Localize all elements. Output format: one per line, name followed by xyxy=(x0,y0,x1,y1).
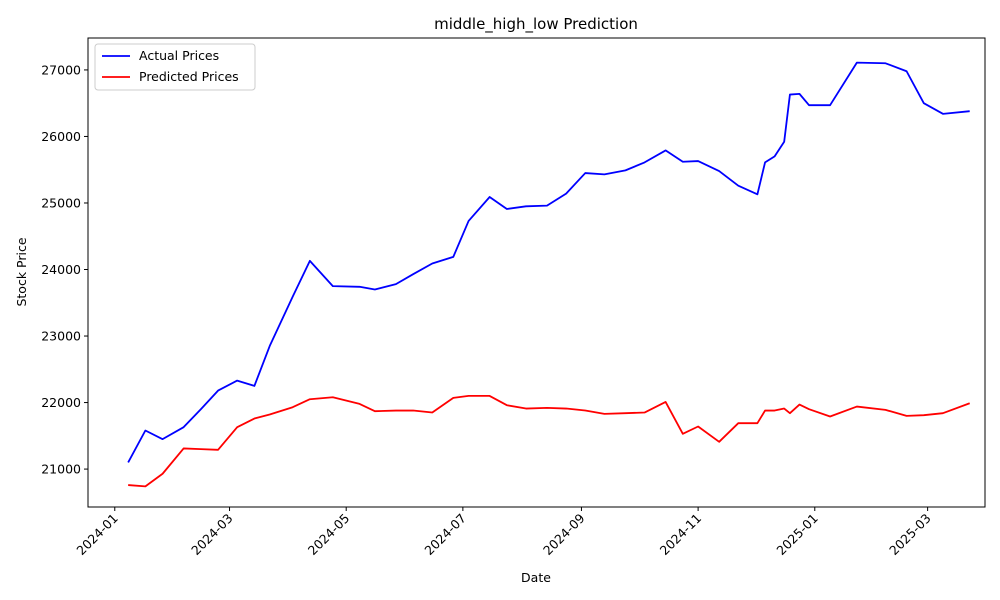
x-axis-label: Date xyxy=(521,570,551,585)
y-tick-label: 25000 xyxy=(41,195,81,210)
plot-frame xyxy=(87,37,986,508)
y-tick-label: 23000 xyxy=(41,329,81,344)
x-tick-label: 2024-05 xyxy=(305,511,353,559)
y-axis-label: Stock Price xyxy=(14,237,29,306)
x-tick-label: 2025-01 xyxy=(773,511,821,559)
legend-frame xyxy=(94,43,256,91)
chart-title: middle_high_low Prediction xyxy=(434,15,638,34)
y-tick-label: 26000 xyxy=(41,129,81,144)
y-tick-label: 21000 xyxy=(41,462,81,477)
y-tick-label: 22000 xyxy=(41,395,81,410)
x-axis: 2024-01 2024-03 2024-05 2024-07 2024-09 2024-… xyxy=(73,507,934,559)
legend-label-predicted-prices: Predicted Prices xyxy=(139,69,239,84)
legend: Actual Prices Predicted Prices xyxy=(94,43,256,91)
x-tick-label: 2024-07 xyxy=(421,511,469,559)
y-tick-label: 24000 xyxy=(41,262,81,277)
plot-area xyxy=(87,37,986,508)
x-tick-label: 2024-11 xyxy=(657,511,705,559)
series-line-predicted-prices xyxy=(128,394,971,488)
x-tick-label: 2024-09 xyxy=(540,510,588,558)
series-line-actual-prices xyxy=(127,61,970,463)
x-tick-label: 2024-03 xyxy=(188,511,236,559)
series-layer xyxy=(127,61,971,488)
x-tick-label: 2025-03 xyxy=(886,511,934,559)
x-tick-label: 2024-01 xyxy=(73,511,121,559)
y-tick-label: 27000 xyxy=(41,62,81,77)
y-axis: 21000 22000 23000 24000 25000 26000 27000 xyxy=(41,62,88,477)
legend-label-actual-prices: Actual Prices xyxy=(139,48,219,63)
